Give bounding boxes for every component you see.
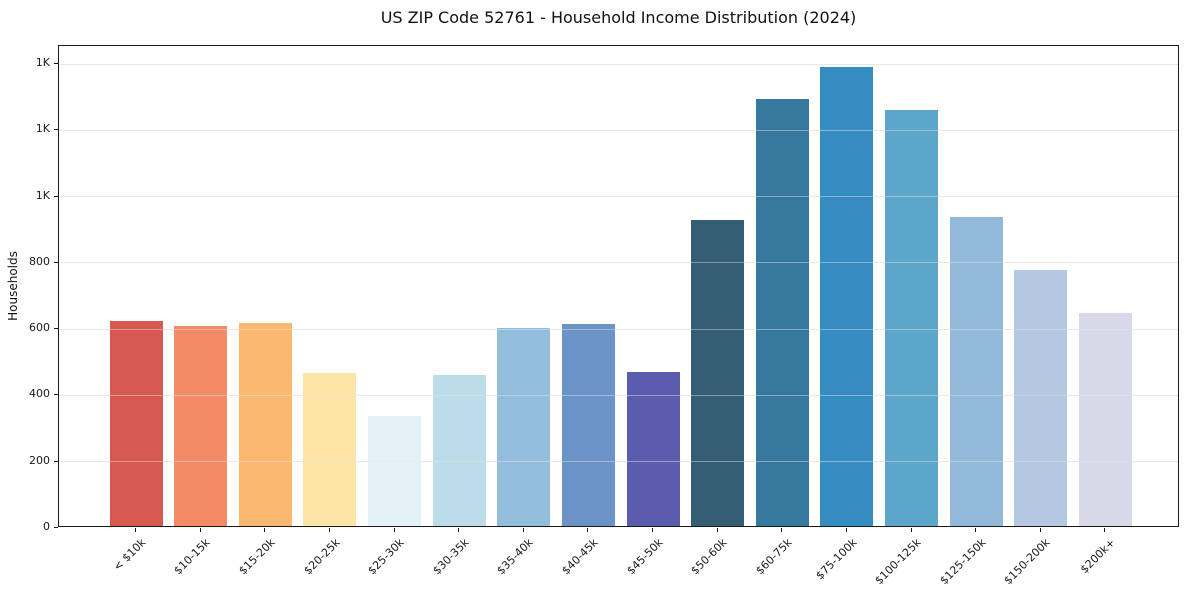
x-tick-mark: [199, 528, 201, 532]
y-tick-label: 1K: [35, 122, 50, 136]
bar: [691, 219, 745, 526]
gridline: [59, 63, 1178, 65]
y-tick-mark: [54, 261, 58, 263]
x-tick-label: $35-40k: [494, 536, 536, 578]
x-tick-mark: [652, 528, 654, 532]
y-tick-label: 0: [43, 520, 50, 533]
x-tick-mark: [264, 528, 266, 532]
y-tick-mark: [54, 460, 58, 462]
y-tick-mark: [54, 129, 58, 131]
x-tick-mark: [910, 528, 912, 532]
x-tick-label: $75-100k: [812, 536, 860, 583]
x-tick-mark: [458, 528, 460, 532]
x-tick-label: $45-50k: [623, 536, 666, 578]
gridline: [59, 262, 1178, 264]
bar: [561, 323, 615, 526]
x-tick-label: $10-15k: [171, 536, 213, 578]
x-tick-mark: [1104, 528, 1106, 532]
bar: [755, 98, 809, 526]
bar: [174, 325, 228, 526]
bar: [1014, 269, 1068, 526]
y-tick-label: 800: [29, 254, 50, 268]
gridline: [59, 394, 1178, 396]
bar: [626, 371, 680, 526]
y-tick-mark: [54, 63, 58, 65]
bar: [303, 372, 357, 526]
x-tick-label: $25-30k: [365, 536, 407, 578]
x-tick-label: $50-60k: [688, 536, 730, 578]
bar: [497, 327, 551, 526]
bar: [949, 216, 1003, 526]
y-tick-mark: [54, 328, 58, 330]
y-tick-label: 200: [29, 453, 50, 467]
x-tick-label: $150-200k: [1001, 536, 1054, 588]
y-tick-mark: [54, 527, 58, 528]
x-tick-label: $60-75k: [753, 536, 795, 578]
gridline: [59, 196, 1178, 198]
x-tick-label: $15-20k: [236, 536, 278, 578]
x-tick-mark: [587, 528, 589, 532]
bar: [820, 66, 874, 526]
x-tick-label: $200k+: [1077, 536, 1118, 577]
bar: [368, 416, 422, 526]
gridline: [59, 129, 1178, 131]
x-tick-mark: [328, 528, 330, 532]
x-tick-mark: [393, 528, 395, 532]
gridline: [59, 328, 1178, 330]
bar: [885, 110, 939, 526]
x-tick-label: $30-35k: [430, 536, 472, 578]
gridline: [59, 129, 1178, 131]
bar: [109, 320, 163, 526]
gridline: [59, 461, 1178, 463]
gridline: [59, 63, 1178, 65]
y-tick-mark: [54, 195, 58, 197]
gridline: [59, 328, 1178, 330]
x-tick-label: $100-125k: [872, 536, 924, 588]
y-tick-label: 400: [29, 387, 50, 401]
y-tick-mark: [54, 394, 58, 396]
x-tick-mark: [522, 528, 524, 532]
x-tick-label: < $10k: [110, 536, 149, 574]
bar: [1078, 313, 1132, 526]
y-tick-label: 1K: [35, 56, 50, 70]
y-tick-label: 600: [29, 321, 50, 335]
gridline: [59, 461, 1178, 463]
x-tick-label: $40-45k: [559, 536, 601, 578]
x-tick-mark: [716, 528, 718, 532]
x-tick-mark: [1039, 528, 1041, 532]
x-tick-label: $20-25k: [300, 536, 343, 578]
x-tick-mark: [135, 528, 136, 532]
plot-area: [58, 45, 1179, 527]
gridline: [59, 262, 1178, 264]
x-tick-mark: [845, 528, 847, 532]
y-axis-label: Households: [6, 251, 20, 321]
bar: [432, 374, 486, 526]
chart-title: US ZIP Code 52761 - Household Income Dis…: [380, 8, 857, 27]
gridline: [59, 394, 1178, 396]
x-tick-mark: [781, 528, 783, 532]
x-tick-mark: [975, 528, 977, 532]
y-tick-label: 1K: [35, 188, 50, 202]
bar: [238, 323, 292, 526]
gridline: [59, 196, 1178, 198]
x-tick-label: $125-150k: [937, 536, 989, 588]
